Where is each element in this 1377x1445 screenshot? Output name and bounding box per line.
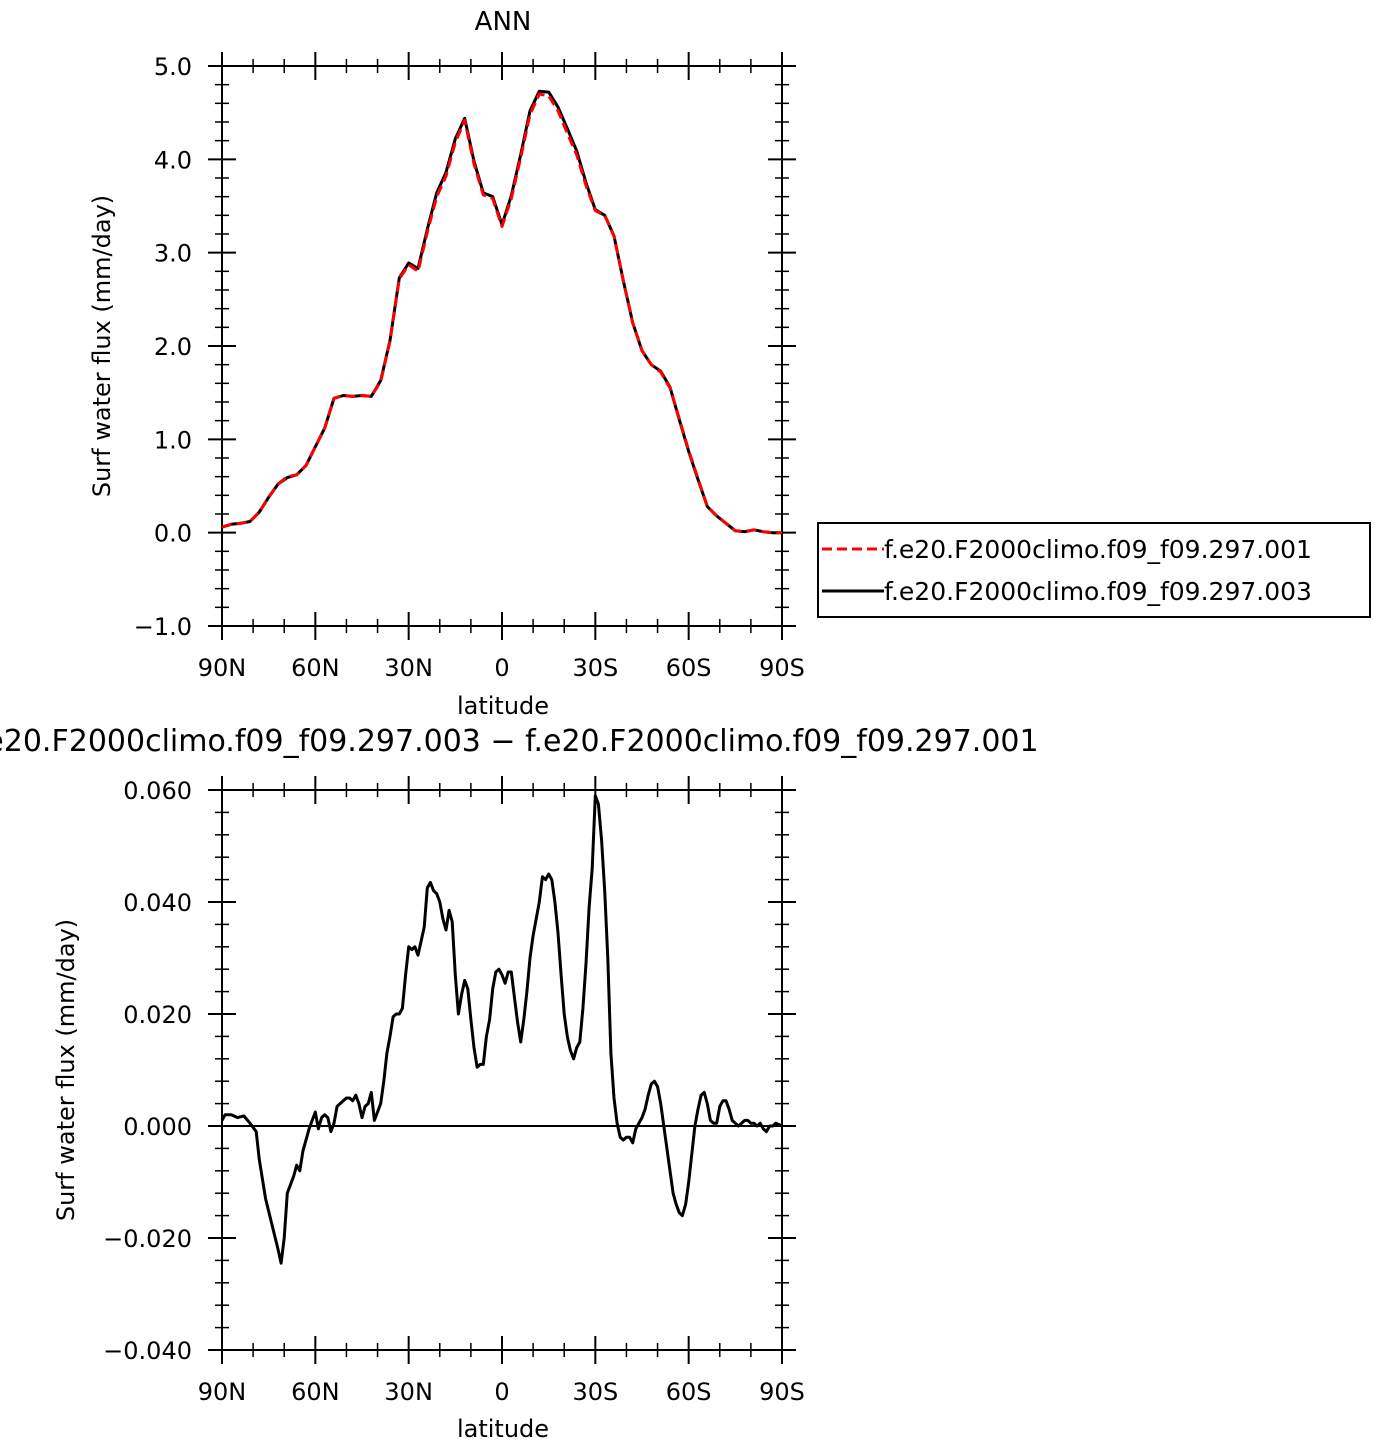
series-line-1 [221, 92, 782, 535]
x-tick-label: 90N [198, 654, 247, 682]
x-axis-label: latitude [457, 692, 549, 720]
y-tick-label: 0.020 [123, 1001, 192, 1029]
chart-panel-top: ANN −1.0 0.0 1.0 2.0 3.0 4.0 5.0 90N 60N 30N 0 30S 6… [88, 7, 1371, 720]
y-tick-label: 3.0 [154, 240, 192, 268]
x-tick-label: 30N [384, 1378, 433, 1406]
legend-label-2: f.e20.F2000climo.f09_f09.297.003 [884, 577, 1312, 606]
y-tick-label: 1.0 [154, 426, 192, 454]
series-group [221, 89, 782, 535]
x-tick-label: 30S [572, 1378, 618, 1406]
y-tick-label: 0.000 [123, 1113, 192, 1141]
y-tick-label: 0.0 [154, 520, 192, 548]
x-tick-label: 90S [759, 1378, 805, 1406]
legend-entry-2: f.e20.F2000climo.f09_f09.297.003 [822, 577, 1312, 606]
legend-entry-1: f.e20.F2000climo.f09_f09.297.001 [822, 535, 1312, 564]
y-tick-label: 5.0 [154, 53, 192, 81]
chart-panel-bottom: f.e20.F2000climo.f09_f09.297.003 − f.e20… [0, 724, 1039, 1443]
y-tick-label: 4.0 [154, 146, 192, 174]
chart-title: ANN [475, 7, 532, 37]
y-axis-label: Surf water flux (mm/day) [88, 195, 116, 497]
x-tick-label: 30S [572, 654, 618, 682]
series-line-1 [220, 794, 783, 1265]
y-axis-label: Surf water flux (mm/day) [52, 919, 80, 1221]
y-tick-label: −0.020 [103, 1225, 192, 1253]
plot-frame [221, 789, 783, 1351]
y-tick-label: 2.0 [154, 333, 192, 361]
legend: f.e20.F2000climo.f09_f09.297.001 f.e20.F… [817, 522, 1371, 618]
y-tick-label: −0.040 [103, 1337, 192, 1365]
legend-label-1: f.e20.F2000climo.f09_f09.297.001 [884, 535, 1312, 564]
plot-axes: −1.0 0.0 1.0 2.0 3.0 4.0 5.0 90N 60N 30N 0 30S 60S 90… [134, 52, 805, 682]
series-group [220, 794, 783, 1265]
x-tick-label: 0 [494, 1378, 509, 1406]
y-tick-label: 0.060 [123, 777, 192, 805]
y-tick-label: −1.0 [134, 613, 192, 641]
plot-axes: −0.040 −0.020 0.000 0.020 0.040 0.060 90N 60N 30… [103, 776, 805, 1406]
chart-title: f.e20.F2000climo.f09_f09.297.003 − f.e20… [0, 724, 1039, 759]
x-tick-label: 60S [666, 1378, 712, 1406]
x-tick-label: 60N [291, 654, 340, 682]
y-tick-label: 0.040 [123, 889, 192, 917]
x-tick-label: 60S [666, 654, 712, 682]
x-tick-label: 60N [291, 1378, 340, 1406]
x-tick-label: 0 [494, 654, 509, 682]
legend-box [817, 522, 1371, 618]
plot-frame [221, 65, 783, 627]
x-tick-label: 30N [384, 654, 433, 682]
x-tick-label: 90S [759, 654, 805, 682]
x-axis-label: latitude [457, 1415, 549, 1443]
x-tick-label: 90N [198, 1378, 247, 1406]
